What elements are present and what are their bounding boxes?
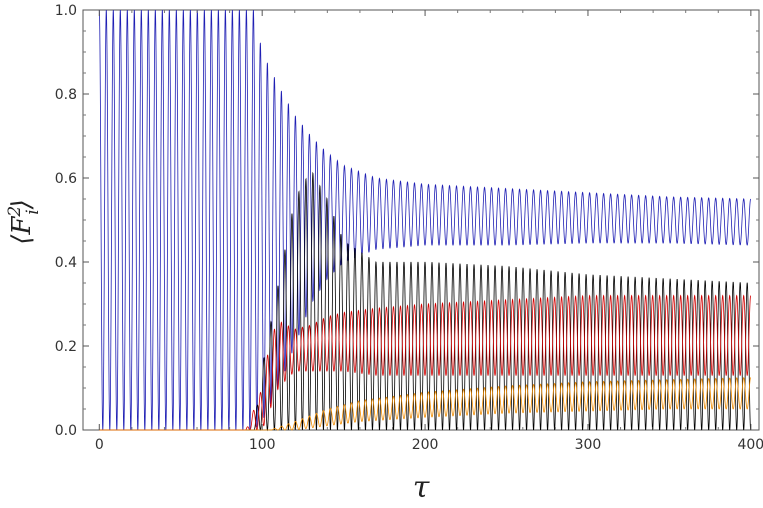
series-line: [99, 377, 751, 431]
x-axis-title: τ: [413, 470, 430, 505]
x-tick-label: 0: [95, 437, 104, 453]
series-line: [99, 294, 752, 431]
y-axis-title: ⟨F2i⟩: [5, 199, 43, 245]
series-layer: [98, 9, 752, 432]
series-line: [98, 9, 752, 430]
axis-layer: 0 100 200 300 400 0.0 0.2 0.4 0.6 0.8 1.0: [55, 3, 763, 453]
y-tick-label: 0.4: [55, 255, 77, 271]
y-tick-label: 0.0: [55, 423, 77, 439]
x-tick-label: 300: [575, 437, 602, 453]
x-tick-label: 100: [249, 437, 276, 453]
y-tick-label: 0.8: [55, 87, 77, 103]
x-tick-label: 200: [412, 437, 439, 453]
x-tick-label: 400: [737, 437, 763, 453]
y-tick-label: 0.6: [55, 171, 77, 187]
y-tick-label: 0.2: [55, 339, 77, 355]
y-tick-label: 1.0: [55, 3, 77, 19]
